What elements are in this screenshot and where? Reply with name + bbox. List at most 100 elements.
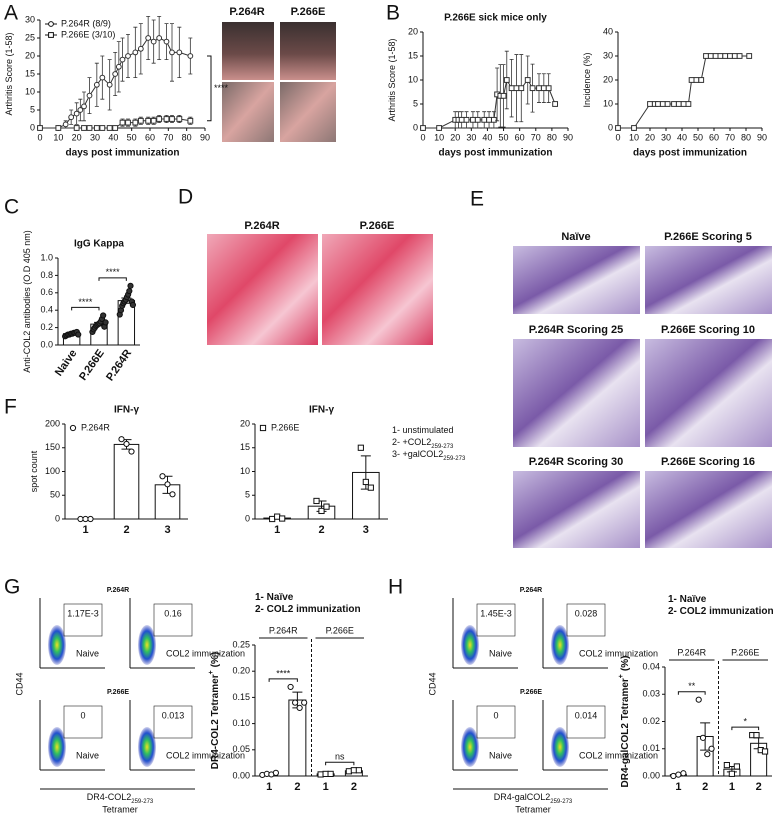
- x-tick-label: Naive: [53, 348, 80, 379]
- marker: [420, 125, 426, 131]
- photo: [222, 82, 274, 142]
- marker: [145, 117, 152, 124]
- marker: [156, 35, 163, 41]
- marker: [99, 125, 106, 131]
- marker: [37, 125, 43, 131]
- legend-label: P.264R: [81, 422, 110, 432]
- marker: [75, 331, 82, 338]
- cell-density: [551, 727, 569, 767]
- x-tick-label: 2: [756, 781, 762, 793]
- panel-letter: E: [470, 188, 484, 211]
- y-tick-label: 0.04: [642, 661, 660, 671]
- marker: [81, 103, 87, 110]
- legend-label: P.266E: [271, 422, 299, 432]
- marker: [119, 119, 126, 126]
- y-tick-label: 20: [603, 74, 613, 84]
- note: 2- COL2 immunization: [668, 606, 774, 617]
- x-axis-label: DR4-galCOL2259-273: [494, 792, 573, 804]
- gate-value: 0.028: [575, 608, 598, 618]
- y-tick-label: 30: [603, 50, 613, 60]
- x-tick-label: 1: [729, 781, 735, 793]
- legend-label: P.266E (3/10): [61, 29, 115, 39]
- marker: [292, 699, 299, 706]
- marker: [176, 49, 183, 56]
- annotation: *: [743, 717, 747, 727]
- marker: [82, 515, 89, 523]
- y-tick-label: 0.2: [40, 322, 53, 332]
- chart-title: P.266E sick mice only: [444, 13, 547, 24]
- note: 1- Naïve: [668, 594, 707, 605]
- y-axis-label-text: Arthritis Score (1-58): [387, 38, 397, 121]
- cell-density: [48, 727, 66, 767]
- note-text: 1- Naïve: [255, 592, 294, 603]
- x-tick-label: 20: [645, 132, 655, 142]
- marker: [55, 125, 62, 131]
- gate: [476, 603, 516, 637]
- photos: P.264R P.266E: [222, 6, 336, 142]
- annotation: ns: [335, 752, 345, 762]
- marker: [707, 53, 714, 59]
- marker: [508, 85, 515, 92]
- y-axis-label-text: DR4-COL2 Tetramer: [210, 674, 221, 769]
- marker: [99, 74, 106, 81]
- marker: [128, 448, 135, 455]
- marker: [728, 770, 735, 777]
- y-tick-label: 0.20: [232, 666, 250, 676]
- annotation: ****: [106, 267, 121, 277]
- marker: [106, 125, 113, 131]
- marker: [106, 81, 113, 88]
- marker: [727, 53, 733, 59]
- marker: [615, 125, 621, 131]
- y-tick-label: 0.8: [40, 270, 53, 280]
- marker: [269, 515, 276, 523]
- histology-e: Naïve P.266E Scoring 5 P.264R Scoring 25…: [513, 231, 772, 548]
- y-tick-label: 0: [30, 122, 35, 132]
- marker: [731, 53, 738, 59]
- y-tick-label: 20: [408, 26, 418, 36]
- marker: [100, 312, 107, 319]
- note-text: 1- unstimulated: [392, 425, 454, 435]
- marker: [717, 53, 724, 59]
- marker: [503, 77, 510, 83]
- x-tick-label: 50: [127, 132, 137, 142]
- marker: [486, 116, 492, 123]
- marker: [322, 770, 329, 778]
- y-tick-label: 40: [603, 26, 613, 36]
- y-tick-label: 100: [45, 466, 60, 476]
- plot-title: P.264R: [520, 587, 542, 594]
- marker: [287, 683, 294, 691]
- marker: [712, 53, 719, 59]
- x-tick-label: 1: [675, 781, 681, 793]
- y-tick-label: 1.0: [40, 252, 53, 262]
- marker: [115, 63, 122, 70]
- x-tick-label: 50: [693, 132, 703, 142]
- x-tick-label: 10: [53, 132, 63, 142]
- x-tick-label: 30: [90, 132, 100, 142]
- x-tick-label: 2: [318, 524, 324, 536]
- y-tick-label: 25: [25, 32, 35, 42]
- marker: [529, 85, 536, 92]
- y-tick-label: 15: [25, 68, 35, 78]
- x-tick-label: 60: [515, 132, 525, 142]
- gate-value: 1.17E-3: [67, 608, 99, 618]
- marker: [631, 125, 637, 131]
- chart-title: IFN-γ: [309, 405, 334, 416]
- x-tick-label: 90: [757, 132, 767, 142]
- bracket: [677, 691, 706, 695]
- marker: [126, 287, 133, 295]
- panel-letter: G: [4, 576, 20, 599]
- marker: [93, 125, 100, 131]
- marker: [536, 85, 542, 92]
- y-tick-label: 0.25: [232, 639, 250, 649]
- x-tick-label: 3: [164, 524, 170, 536]
- x-axis-label-sub: 259-273: [131, 799, 154, 805]
- marker: [685, 101, 692, 107]
- y-axis-label: Incidence (%): [582, 52, 592, 107]
- marker: [680, 770, 687, 777]
- note: 3- +galCOL2259-273: [392, 449, 466, 461]
- annotation: ****: [276, 668, 291, 678]
- photo-label: P.264R: [229, 6, 264, 18]
- image-label: P.266E: [360, 220, 395, 232]
- gate: [153, 705, 193, 739]
- panel-letter: H: [388, 576, 403, 599]
